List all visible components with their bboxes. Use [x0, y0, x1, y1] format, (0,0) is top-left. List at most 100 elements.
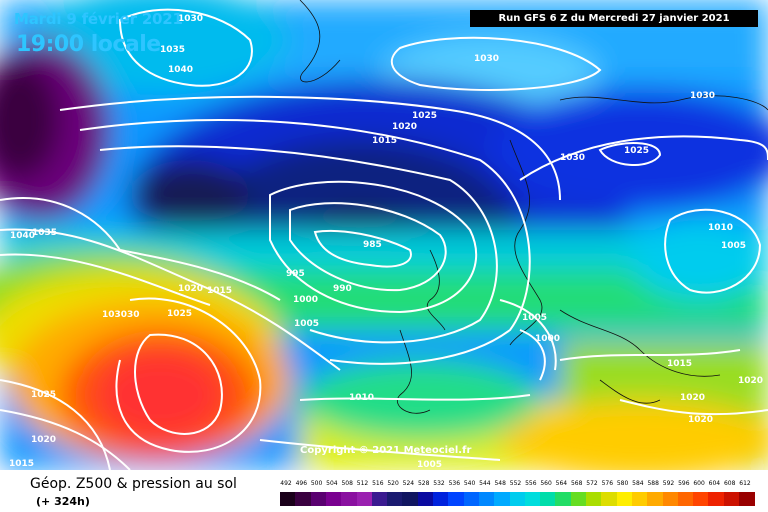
scale-swatch: [325, 492, 342, 506]
scale-value: 520: [387, 480, 399, 487]
isobar-label: 1020: [392, 122, 417, 132]
isobar-label: 1010: [708, 223, 733, 233]
scale-swatch: [448, 492, 465, 506]
isobar-label: 1025: [624, 146, 649, 156]
isobar-label: 1005: [417, 460, 442, 470]
scale-value: 548: [494, 480, 506, 487]
scale-swatch: [387, 492, 403, 506]
scale-value: 504: [326, 480, 338, 487]
scale-value: 588: [647, 480, 659, 487]
isobar-label: 1015: [207, 286, 232, 296]
isobar-label: 1020: [680, 393, 705, 403]
scale-swatch: [631, 492, 648, 506]
scale-swatch: [280, 492, 296, 506]
isobar-label: 995: [286, 269, 305, 279]
isobar-label: 1000: [535, 334, 560, 344]
scale-value: 532: [433, 480, 445, 487]
scale-swatch: [494, 492, 510, 506]
scale-swatch: [371, 492, 388, 506]
scale-swatch: [341, 492, 357, 506]
coastlines: [299, 0, 768, 414]
isobar-label: 1005: [294, 319, 319, 329]
isobar-label: 1000: [293, 295, 318, 305]
scale-value: 608: [723, 480, 736, 487]
isobar-label: 990: [333, 284, 352, 294]
scale-value: 500: [310, 480, 323, 487]
scale-value: 584: [632, 480, 644, 487]
isobar-label: 1020: [738, 376, 763, 386]
scale-value: 516: [372, 480, 384, 487]
scale-swatch: [524, 492, 541, 506]
scale-swatch: [402, 492, 419, 506]
scale-swatch: [570, 492, 587, 506]
scale-swatch: [693, 492, 709, 506]
isobar-label: 1035: [160, 45, 185, 55]
scale-value: 528: [417, 480, 430, 487]
isobar-label: 1025: [167, 309, 192, 319]
scale-value: 576: [601, 480, 614, 487]
isobar-label: 1005: [522, 313, 547, 323]
scale-value: 564: [555, 480, 568, 487]
isobar-label: 1020: [178, 284, 203, 294]
scale-value: 560: [540, 480, 552, 487]
scale-swatch: [463, 492, 480, 506]
isobar-label: 1020: [688, 415, 713, 425]
scale-value: 568: [570, 480, 583, 487]
scale-value: 540: [463, 480, 476, 487]
isobars: [0, 8, 768, 470]
scale-swatch: [586, 492, 602, 506]
isobar-label: 1010: [349, 393, 374, 403]
scale-value: 492: [280, 480, 292, 487]
map-title: Géop. Z500 & pression au sol: [30, 476, 237, 492]
scale-value: 572: [586, 480, 598, 487]
scale-value: 592: [662, 480, 675, 487]
scale-swatch: [708, 492, 725, 506]
scale-swatch: [662, 492, 679, 506]
scale-swatch: [417, 492, 434, 506]
scale-swatch: [356, 492, 373, 506]
isobar-label: 1040: [168, 65, 193, 75]
isobar-label: 1020: [31, 435, 56, 445]
scale-swatch: [616, 492, 633, 506]
scale-swatch: [433, 492, 449, 506]
scale-value: 600: [693, 480, 705, 487]
scale-value: 512: [356, 480, 369, 487]
isobar-label: 1015: [9, 459, 34, 469]
isobar-labels: 1030 1035 1040 1035 1040 1030 1025 1020 …: [9, 14, 763, 470]
scale-swatch: [478, 492, 495, 506]
scale-value: 536: [448, 480, 461, 487]
isobar-label: 103030: [102, 310, 140, 320]
isobar-label: 1030: [474, 54, 499, 64]
scale-swatch: [310, 492, 327, 506]
isobar-label: 985: [363, 240, 382, 250]
isobar-label: 1040: [10, 231, 35, 241]
scale-value: 604: [708, 480, 721, 487]
scale-value: 544: [479, 480, 491, 487]
scale-value: 580: [616, 480, 629, 487]
scale-value: 524: [402, 480, 415, 487]
isobar-label: 1030: [178, 14, 203, 24]
scale-value: 496: [295, 480, 308, 487]
scale-swatch: [647, 492, 663, 506]
scale-value: 552: [509, 480, 522, 487]
scale-swatch: [601, 492, 618, 506]
model-run-label: Run GFS 6 Z du Mercredi 27 janvier 2021: [470, 10, 758, 27]
scale-swatch: [555, 492, 572, 506]
forecast-hours: (+ 324h): [36, 495, 90, 508]
scale-swatch: [739, 492, 755, 506]
copyright-notice: Copyright © 2021 Meteociel.fr: [300, 445, 472, 456]
scale-value: 556: [525, 480, 537, 487]
isobar-label: 1025: [31, 390, 56, 400]
scale-value: 596: [678, 480, 690, 487]
isobar-label: 1015: [667, 359, 692, 369]
forecast-time: 19:00 locale: [16, 32, 161, 57]
isobar-label: 1015: [372, 136, 397, 146]
forecast-date: Mardi 9 février 2021: [14, 10, 183, 28]
isobar-label: 1030: [690, 91, 715, 101]
scale-value: 612: [739, 480, 751, 487]
scale-value: 508: [341, 480, 353, 487]
scale-swatch: [677, 492, 694, 506]
scale-swatch: [723, 492, 740, 506]
scale-swatch: [509, 492, 526, 506]
